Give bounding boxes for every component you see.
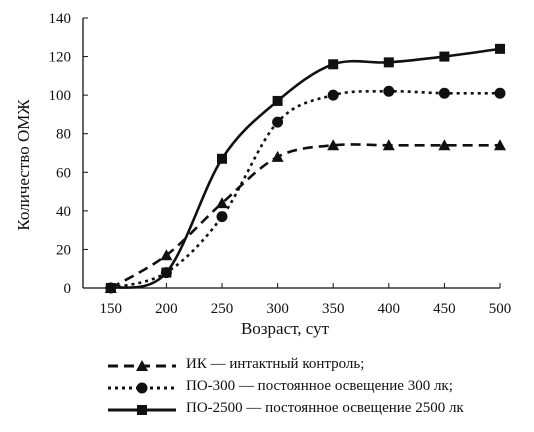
data-point-square — [161, 267, 172, 278]
data-point-triangle — [438, 139, 451, 151]
data-point-circle — [494, 87, 506, 99]
axes — [82, 18, 500, 289]
legend-label-po2500: ПО-2500 — постоянное освещение 2500 лк — [186, 400, 464, 416]
data-point-triangle — [271, 150, 284, 162]
x-tick-label: 300 — [266, 301, 289, 317]
data-point-triangle — [160, 249, 173, 261]
y-tick-label: 80 — [56, 127, 71, 143]
legend-label-po300: ПО-300 — постоянное освещение 300 лк; — [186, 378, 453, 394]
x-tick-label: 400 — [378, 301, 401, 317]
y-tick-label: 140 — [49, 11, 72, 27]
series-layer — [104, 43, 506, 294]
y-tick-label: 120 — [49, 50, 72, 66]
y-tick-label: 0 — [64, 281, 72, 297]
data-point-square — [272, 95, 283, 106]
y-tick-label: 20 — [56, 242, 71, 258]
x-tick-label: 200 — [155, 301, 178, 317]
data-point-square — [439, 51, 450, 62]
data-point-square — [383, 57, 394, 68]
data-point-square — [105, 283, 116, 293]
series-line — [110, 143, 500, 290]
data-point-triangle — [494, 139, 506, 151]
data-point-circle — [272, 116, 284, 128]
legend-swatch-ik — [108, 360, 176, 371]
data-point-square — [495, 43, 505, 54]
y-tick-label: 40 — [56, 204, 71, 220]
series-line — [110, 89, 501, 290]
x-tick-label: 250 — [211, 301, 234, 317]
series-circle — [105, 85, 506, 294]
ticks: 150 200 250 300 350 400 450 500 0 20 40 60 80 100 120 1… — [49, 11, 512, 317]
legend-swatch-po300 — [108, 382, 176, 394]
series-line — [110, 47, 501, 290]
series-square — [105, 43, 505, 293]
data-point-circle — [383, 85, 395, 97]
data-point-triangle — [327, 139, 340, 151]
data-point-square — [217, 153, 227, 164]
x-axis-label: Возраст, сут — [241, 319, 330, 338]
x-tick-label: 150 — [100, 301, 123, 317]
x-tick-label: 450 — [433, 301, 456, 317]
data-point-circle — [438, 87, 450, 99]
data-point-triangle — [382, 139, 395, 151]
y-tick-label: 60 — [56, 165, 71, 181]
data-point-circle — [216, 211, 228, 223]
x-tick-label: 350 — [322, 301, 345, 317]
y-tick-label: 100 — [49, 88, 72, 104]
chart: 150 200 250 300 350 400 450 500 0 20 40 60 80 100 120 1… — [14, 11, 512, 338]
data-point-square — [328, 59, 339, 70]
y-axis-label: Количество ОМЖ — [14, 99, 33, 231]
data-point-circle — [327, 89, 339, 101]
data-point-triangle — [216, 197, 228, 209]
x-tick-label: 500 — [489, 301, 512, 317]
legend-label-ik: ИК — интактный контроль; — [186, 356, 365, 372]
legend-swatch-po2500 — [108, 405, 176, 415]
